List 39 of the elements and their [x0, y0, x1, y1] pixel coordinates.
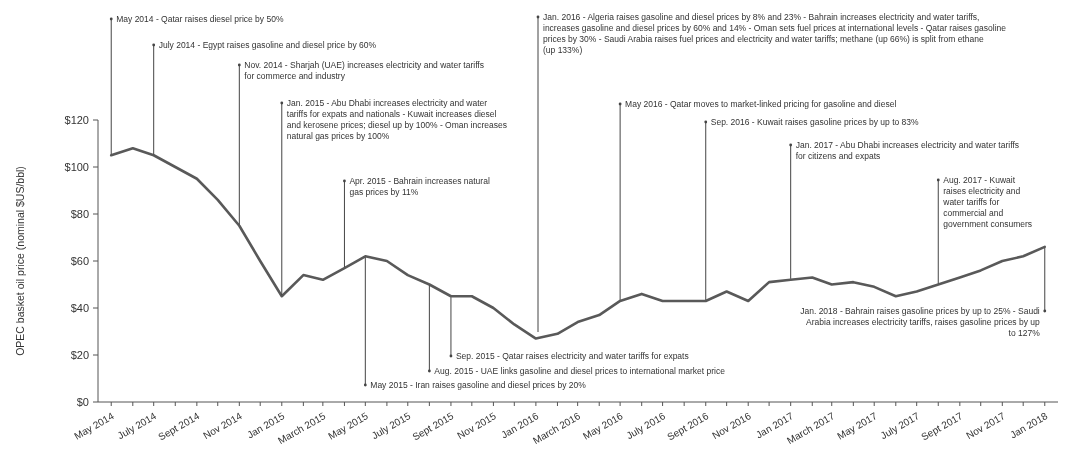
- annotation: Nov. 2014 - Sharjah (UAE) increases electricity and water tariffs for commerce and industry: [244, 60, 485, 81]
- x-tick-label: Nov 2014: [201, 410, 245, 442]
- y-tick-label: $100: [64, 160, 89, 173]
- annotation: May 2014 - Qatar raises diesel price by 50%: [116, 14, 284, 24]
- x-tick-label: Nov 2016: [710, 410, 754, 442]
- annotation: Aug. 2015 - UAE links gasoline and diesel prices to international market price: [434, 366, 726, 376]
- y-axis-title: OPEC basket oil price (nominal $US/bbl): [14, 166, 26, 356]
- annotation: May 2016 - Qatar moves to market-linked pricing for gasoline and diesel: [625, 99, 897, 109]
- x-tick-label: July 2015: [369, 410, 413, 442]
- y-tick-label: $40: [70, 301, 89, 314]
- annotation: Apr. 2015 - Bahrain increases natural gas prices by 11%: [349, 176, 490, 197]
- x-tick-label: May 2016: [581, 410, 625, 442]
- x-tick-label: Sept 2016: [665, 410, 711, 443]
- x-tick-label: Sept 2017: [919, 410, 965, 443]
- y-tick-label: $120: [64, 113, 89, 126]
- y-tick-label: $80: [70, 207, 89, 220]
- annotation: Sep. 2015 - Qatar raises electricity and water tariffs for expats: [455, 351, 689, 361]
- x-tick-label: May 2017: [835, 410, 880, 442]
- annotation: Jan. 2017 - Abu Dhabi increases electricity and water tariffs for citizens and expats: [795, 140, 1019, 161]
- annotation: Sep. 2016 - Kuwait raises gasoline prices by up to 83%: [710, 117, 920, 127]
- y-tick-label: $0: [76, 395, 89, 408]
- x-tick-label: Sept 2014: [156, 410, 202, 443]
- annotation: Jan. 2018 - Bahrain raises gasoline prices by up to 25% - Saudi Arabia increases electricity tariffs, raises gasoline prices by up to 127%: [800, 306, 1041, 338]
- x-tick-label: July 2016: [624, 410, 668, 442]
- y-tick-label: $60: [70, 254, 89, 267]
- x-tick-label: Nov 2015: [455, 410, 499, 442]
- annotation: May 2015 - Iran raises gasoline and diesel prices by 20%: [370, 380, 587, 390]
- x-tick-label: Nov 2017: [964, 410, 1008, 442]
- y-tick-label: $20: [70, 348, 89, 361]
- text: Jan. 2016 - Algeria raises gasoline and diesel prices by 8% and 23% - Bahrain increases electricity and water tariffs, increases gasoline and diesel prices by 60% and 14% - Oman sets fuel prices at international levels - Qatar raises gasoline prices by 30% - Saudi Arabia raises fuel prices and electricity and water tariffs; methane (up 66%) is split from ethane (up 133%): [543, 12, 1007, 55]
- x-tick-label: Sept 2015: [410, 410, 456, 443]
- x-tick-label: May 2014: [72, 410, 117, 442]
- annotation: July 2014 - Egypt raises gasoline and diesel price by 60%: [158, 40, 377, 50]
- x-tick-label: July 2017: [878, 410, 922, 442]
- x-tick-label: Jan 2018: [1008, 410, 1050, 441]
- annotation: Jan. 2015 - Abu Dhabi increases electricity and water tariffs for expats and nationals - Kuwait increases diesel and kerosene prices; diesel up by 100% - Oman increases natural gas prices by 100%: [286, 98, 507, 141]
- x-tick-label: May 2015: [326, 410, 371, 442]
- x-tick-label: July 2014: [115, 410, 159, 442]
- annotation: Aug. 2017 - Kuwait raises electricity and water tariffs for commercial and government consumers: [942, 175, 1033, 229]
